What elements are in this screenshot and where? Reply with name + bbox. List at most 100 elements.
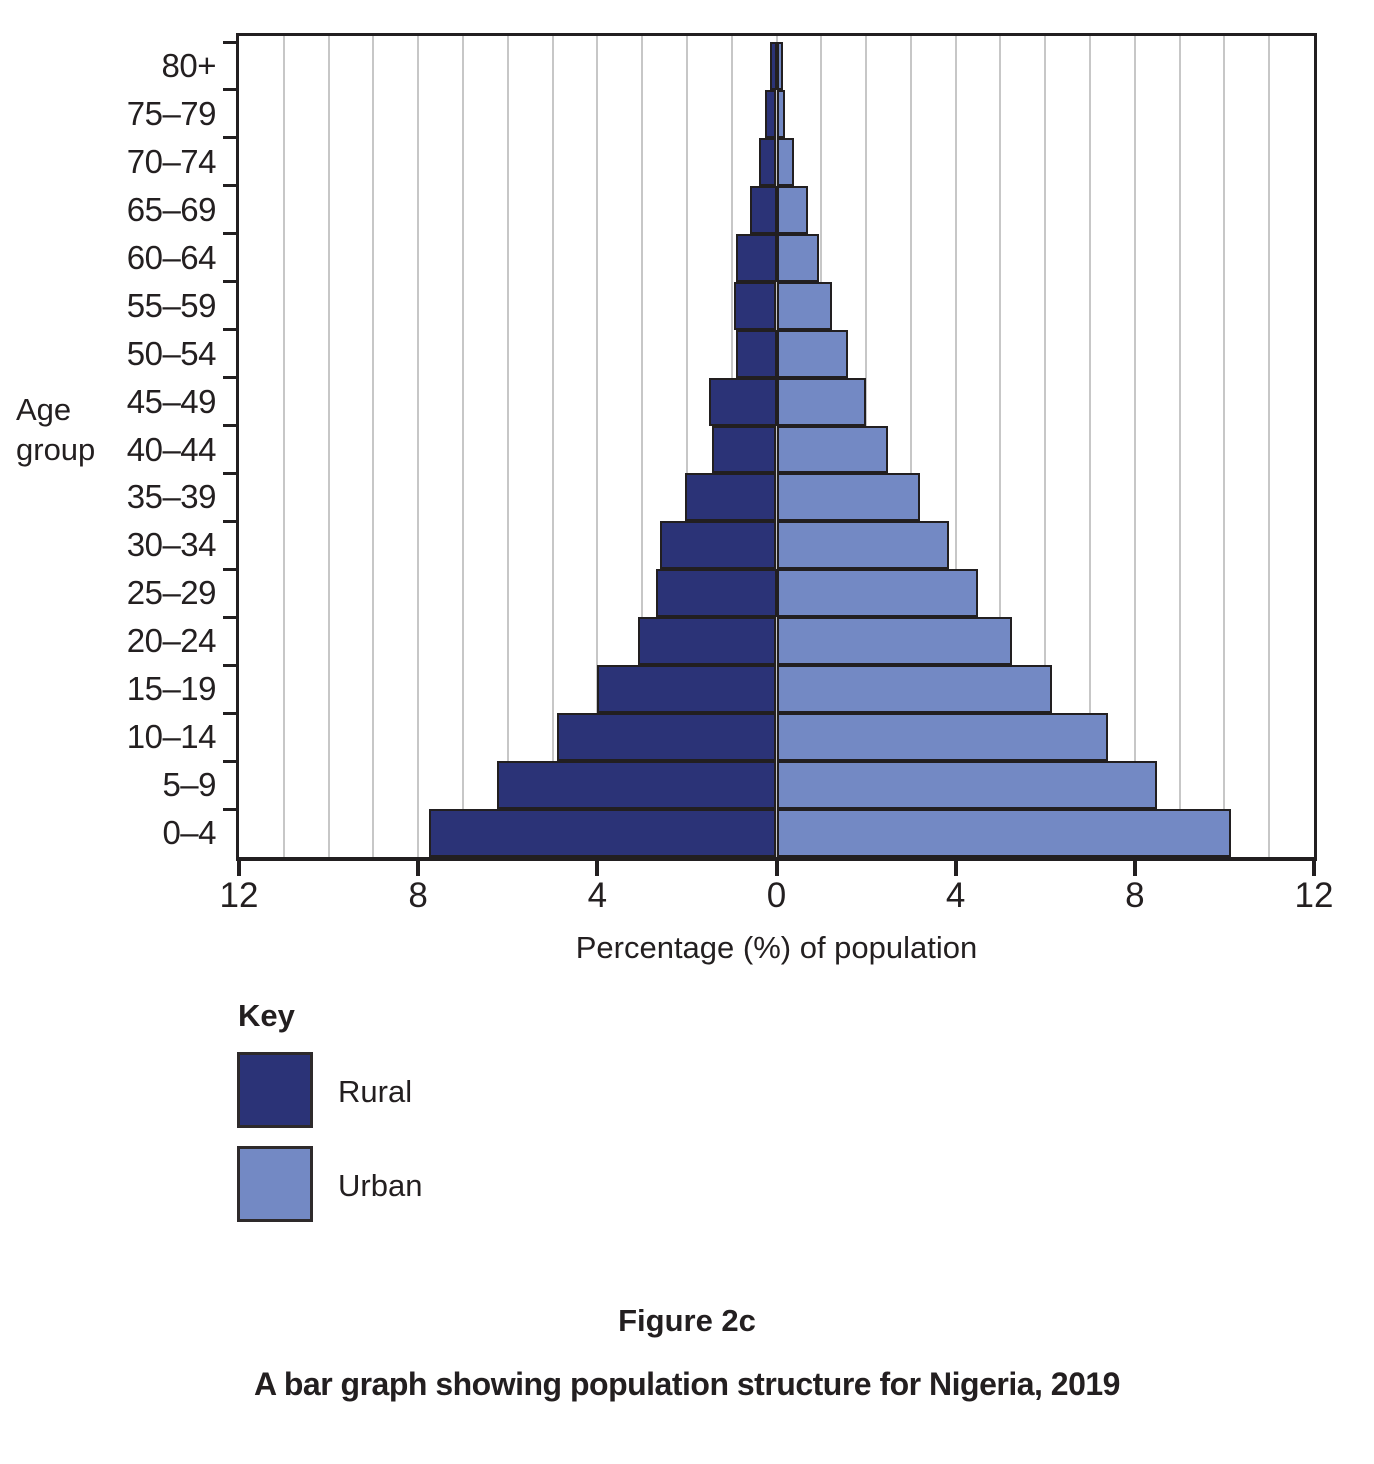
age-label-15–19: 15–19 xyxy=(126,670,217,708)
age-label-25–29: 25–29 xyxy=(126,574,217,612)
x-axis-tick xyxy=(1312,860,1316,876)
bar-urban-35–39 xyxy=(776,473,920,522)
x-tick-label: 8 xyxy=(408,876,428,915)
x-tick-label: 8 xyxy=(1125,876,1145,915)
bar-rural-60–64 xyxy=(736,233,777,282)
x-axis-tick xyxy=(595,860,600,876)
bar-rural-55–59 xyxy=(733,281,777,330)
bar-urban-70–74 xyxy=(776,137,795,186)
gridline xyxy=(1268,36,1271,857)
bar-urban-30–34 xyxy=(776,521,949,570)
gridline xyxy=(954,36,957,857)
figure-number: Figure 2c xyxy=(618,1303,756,1338)
bar-rural-80+ xyxy=(769,42,777,90)
y-axis-tick xyxy=(223,471,236,475)
y-axis-tick xyxy=(223,807,236,811)
bar-rural-65–69 xyxy=(749,185,777,234)
y-axis-tick xyxy=(223,567,236,571)
y-axis-tick xyxy=(223,759,236,763)
bar-rural-15–19 xyxy=(597,665,777,714)
age-label-50–54: 50–54 xyxy=(126,334,217,372)
bar-rural-0–4 xyxy=(429,809,777,857)
y-axis-tick xyxy=(223,136,236,140)
age-label-55–59: 55–59 xyxy=(126,286,217,324)
y-axis-tick xyxy=(223,376,236,380)
x-tick-label: 12 xyxy=(1294,876,1334,915)
age-label-10–14: 10–14 xyxy=(126,718,217,756)
figure-caption: A bar graph showing population structure… xyxy=(254,1366,1120,1402)
x-axis-tick xyxy=(774,860,779,876)
bar-urban-20–24 xyxy=(776,617,1012,666)
y-axis-title-line2: group xyxy=(16,432,96,467)
gridline xyxy=(1133,36,1136,857)
gridline xyxy=(999,36,1002,857)
age-label-65–69: 65–69 xyxy=(126,190,217,228)
y-axis-tick xyxy=(223,328,236,332)
bar-rural-35–39 xyxy=(684,473,777,522)
bar-rural-45–49 xyxy=(709,377,777,426)
bar-rural-30–34 xyxy=(660,521,777,570)
y-axis-tick xyxy=(223,184,236,188)
bar-urban-0–4 xyxy=(776,809,1232,857)
gridline xyxy=(327,36,330,857)
age-label-0–4: 0–4 xyxy=(162,814,216,852)
gridline xyxy=(641,36,644,857)
age-label-40–44: 40–44 xyxy=(126,430,217,468)
y-axis-title-line1: Age xyxy=(16,392,72,427)
legend-label-urban: Urban xyxy=(338,1168,423,1203)
x-axis-tick xyxy=(953,860,958,876)
gridline xyxy=(372,36,375,857)
bar-urban-15–19 xyxy=(776,665,1052,714)
legend-label-rural: Rural xyxy=(338,1074,413,1109)
gridline xyxy=(596,36,599,857)
gridline xyxy=(461,36,464,857)
gridline xyxy=(1178,36,1181,857)
age-label-30–34: 30–34 xyxy=(126,526,217,564)
gridline xyxy=(506,36,509,857)
bar-urban-5–9 xyxy=(776,761,1158,810)
x-axis-title: Percentage (%) of population xyxy=(575,930,978,965)
gridline xyxy=(685,36,688,857)
y-axis-tick xyxy=(223,40,236,44)
bar-rural-70–74 xyxy=(758,137,777,186)
bar-urban-80+ xyxy=(776,42,784,90)
age-label-45–49: 45–49 xyxy=(126,382,217,420)
bar-rural-50–54 xyxy=(736,329,777,378)
gridline xyxy=(1089,36,1092,857)
gridline xyxy=(1044,36,1047,857)
y-axis-tick xyxy=(223,280,236,284)
y-axis-tick xyxy=(223,88,236,92)
y-axis-tick xyxy=(223,519,236,523)
y-axis-tick xyxy=(223,232,236,236)
bar-urban-65–69 xyxy=(776,185,808,234)
age-label-5–9: 5–9 xyxy=(162,766,216,804)
plot-area xyxy=(236,33,1317,861)
age-label-60–64: 60–64 xyxy=(126,238,217,276)
x-tick-label: 4 xyxy=(587,876,608,915)
gridline xyxy=(551,36,554,857)
x-axis-tick xyxy=(416,860,421,876)
bar-urban-45–49 xyxy=(776,377,867,426)
bar-urban-50–54 xyxy=(776,329,849,378)
gridline xyxy=(417,36,420,857)
bar-urban-25–29 xyxy=(776,569,979,618)
legend-swatch-rural xyxy=(237,1052,313,1128)
age-label-75–79: 75–79 xyxy=(126,94,217,132)
y-axis-tick xyxy=(223,424,236,428)
x-axis-tick xyxy=(237,860,241,876)
x-tick-label: 12 xyxy=(219,876,259,915)
age-label-80+: 80+ xyxy=(161,47,217,84)
age-label-35–39: 35–39 xyxy=(126,478,217,516)
bar-urban-60–64 xyxy=(776,233,820,282)
bar-urban-75–79 xyxy=(776,89,786,138)
x-axis-tick xyxy=(1132,860,1137,876)
bar-rural-40–44 xyxy=(711,425,777,474)
bar-rural-20–24 xyxy=(637,617,777,666)
bar-rural-25–29 xyxy=(655,569,777,618)
bar-urban-55–59 xyxy=(776,281,833,330)
bar-urban-10–14 xyxy=(776,713,1108,762)
gridline xyxy=(282,36,285,857)
x-tick-label: 4 xyxy=(945,876,966,915)
gridline xyxy=(1223,36,1226,857)
age-label-20–24: 20–24 xyxy=(126,622,217,660)
